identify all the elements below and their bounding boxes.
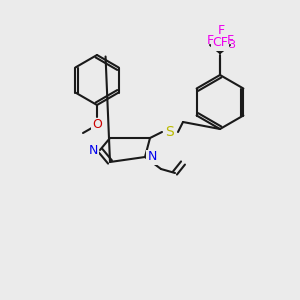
Text: S: S [166,125,174,139]
Text: F: F [218,25,225,38]
Text: N: N [147,151,157,164]
Text: O: O [92,118,102,131]
Text: N: N [88,143,98,157]
Text: F: F [226,34,234,47]
Text: CF: CF [212,37,228,50]
Text: F: F [206,34,214,47]
Text: 3: 3 [228,40,235,50]
